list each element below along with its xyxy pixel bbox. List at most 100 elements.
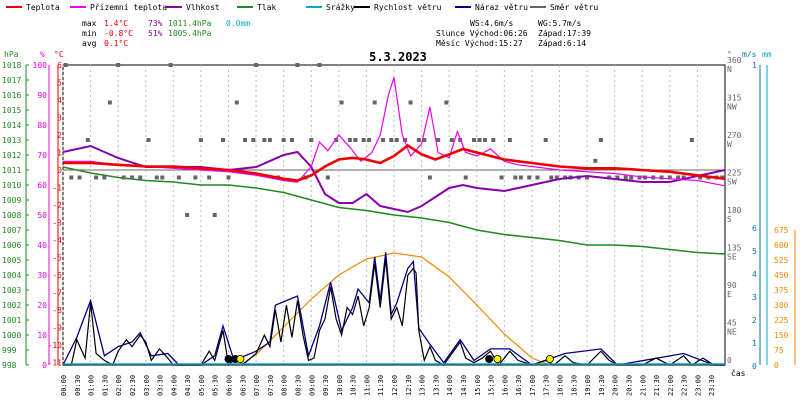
axes: hPa% °C ° m/s mmčas1018101710161015101410131… bbox=[2, 50, 796, 396]
stats-max-rain: 0.0mm bbox=[226, 19, 250, 28]
pct-unit: % bbox=[40, 50, 45, 59]
dir-tick: 315 bbox=[727, 94, 742, 103]
wind-direction-point bbox=[160, 175, 165, 180]
wind-direction-point bbox=[477, 138, 482, 142]
time-tick: 18:00 bbox=[557, 375, 565, 396]
time-tick: 00:30 bbox=[74, 375, 82, 396]
pct-tick: 10 bbox=[37, 331, 47, 340]
wind-direction-point bbox=[267, 138, 272, 142]
wind-direction-point bbox=[615, 175, 620, 180]
temp-tick: -8 bbox=[52, 306, 62, 315]
stats-min-press: 1005.4hPa bbox=[168, 29, 212, 38]
dir-tick: 360 bbox=[727, 56, 742, 65]
time-tick: 17:30 bbox=[543, 375, 551, 396]
wind-direction-point bbox=[325, 175, 330, 180]
legend-label: Tlak bbox=[257, 3, 276, 12]
wind-direction-point bbox=[289, 138, 294, 142]
time-tick: 08:30 bbox=[294, 375, 302, 396]
time-tick: 07:00 bbox=[253, 375, 261, 396]
pct-tick: 0 bbox=[42, 361, 47, 370]
legend-label: Přízemní teplota bbox=[90, 3, 167, 12]
hpa-tick: 1009 bbox=[2, 196, 21, 205]
time-tick: 05:00 bbox=[198, 375, 206, 396]
time-tick: 09:30 bbox=[322, 375, 330, 396]
wind-direction-point bbox=[176, 175, 181, 180]
pct-tick: 40 bbox=[37, 241, 47, 250]
dir-name: SW bbox=[727, 178, 737, 187]
dir-name: N bbox=[727, 65, 732, 74]
wind-direction-point bbox=[168, 63, 173, 67]
stats-avg-label: avg bbox=[82, 39, 97, 48]
dir-tick: 135 bbox=[727, 244, 742, 253]
wind-direction-point bbox=[102, 175, 107, 180]
dir-name: NE bbox=[727, 328, 737, 337]
wind-direction-point bbox=[317, 63, 322, 67]
wind-direction-point bbox=[353, 138, 358, 142]
wind-direction-point bbox=[185, 213, 190, 217]
time-label: čas bbox=[731, 368, 746, 378]
time-tick: 13:30 bbox=[432, 375, 440, 396]
time-tick: 23:00 bbox=[694, 375, 702, 396]
dir-name: SE bbox=[727, 253, 737, 262]
stats-min-temp: -0.8°C bbox=[104, 29, 133, 38]
time-tick: 21:30 bbox=[653, 375, 661, 396]
time-tick: 14:30 bbox=[460, 375, 468, 396]
wind-direction-point bbox=[380, 138, 385, 142]
legend-label: Rychlost větru bbox=[374, 3, 442, 12]
wind-direction-point bbox=[507, 138, 512, 142]
sun-tick: 675 bbox=[774, 226, 789, 235]
event-marker bbox=[236, 354, 245, 363]
stats-panel: max 1.4°C 73% 1011.4hPa 0.0mm min -0.8°C… bbox=[82, 19, 250, 48]
hpa-tick: 1015 bbox=[2, 106, 21, 115]
time-tick: 16:00 bbox=[501, 375, 509, 396]
hpa-tick: 1002 bbox=[2, 301, 21, 310]
temp-unit: °C bbox=[54, 50, 64, 59]
wind-direction-point bbox=[295, 63, 300, 67]
dir-tick: 180 bbox=[727, 206, 742, 215]
temp-tick: 4 bbox=[57, 96, 62, 105]
wind-direction-point bbox=[416, 138, 421, 142]
temp-tick: 0 bbox=[57, 166, 62, 175]
wind-direction-point bbox=[212, 213, 217, 217]
temp-tick: -1 bbox=[52, 184, 62, 193]
wind-direction-point bbox=[427, 175, 432, 180]
wind-direction-point bbox=[549, 175, 554, 180]
sun-tick: 525 bbox=[774, 256, 789, 265]
time-tick: 15:30 bbox=[488, 375, 496, 396]
sun-tick: 300 bbox=[774, 301, 789, 310]
wind-direction-point bbox=[698, 175, 703, 180]
wind-direction-point bbox=[535, 175, 540, 180]
sun-tick: 150 bbox=[774, 331, 789, 340]
time-tick: 01:30 bbox=[101, 375, 109, 396]
ms-tick: 6 bbox=[752, 224, 757, 233]
stats-min-hum: 51% bbox=[148, 29, 163, 38]
series-ground-temp bbox=[63, 77, 726, 187]
info-panel: WS:4.6m/s WG:5.7m/s Slunce Východ:06:26 … bbox=[436, 19, 591, 48]
temp-tick: -6 bbox=[52, 271, 62, 280]
event-marker bbox=[224, 354, 233, 363]
chart-title: 5.3.2023 bbox=[369, 50, 427, 64]
wind-direction-point bbox=[471, 138, 476, 142]
dir-name: W bbox=[727, 140, 732, 149]
time-tick: 03:00 bbox=[143, 375, 151, 396]
pct-tick: 70 bbox=[37, 151, 47, 160]
wind-direction-point bbox=[408, 100, 413, 105]
time-tick: 04:00 bbox=[170, 375, 178, 396]
sun-tick: 450 bbox=[774, 271, 789, 280]
mm-unit: mm bbox=[762, 50, 772, 59]
temp-tick: -3 bbox=[52, 219, 62, 228]
wind-direction-point bbox=[121, 175, 126, 180]
wind-direction-point bbox=[499, 175, 504, 180]
wind-direction-point bbox=[593, 158, 598, 163]
time-tick: 13:00 bbox=[419, 375, 427, 396]
hpa-tick: 1007 bbox=[2, 226, 21, 235]
hpa-tick: 1010 bbox=[2, 181, 21, 190]
series-pressure bbox=[62, 166, 726, 255]
wind-direction-point bbox=[667, 175, 672, 180]
time-tick: 15:00 bbox=[474, 375, 482, 396]
wind-direction-point bbox=[463, 175, 468, 180]
time-tick: 05:30 bbox=[212, 375, 220, 396]
wind-direction-point bbox=[254, 63, 259, 67]
wind-direction-point bbox=[367, 138, 372, 142]
